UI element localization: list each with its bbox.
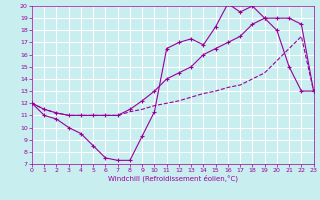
X-axis label: Windchill (Refroidissement éolien,°C): Windchill (Refroidissement éolien,°C) [108, 175, 238, 182]
